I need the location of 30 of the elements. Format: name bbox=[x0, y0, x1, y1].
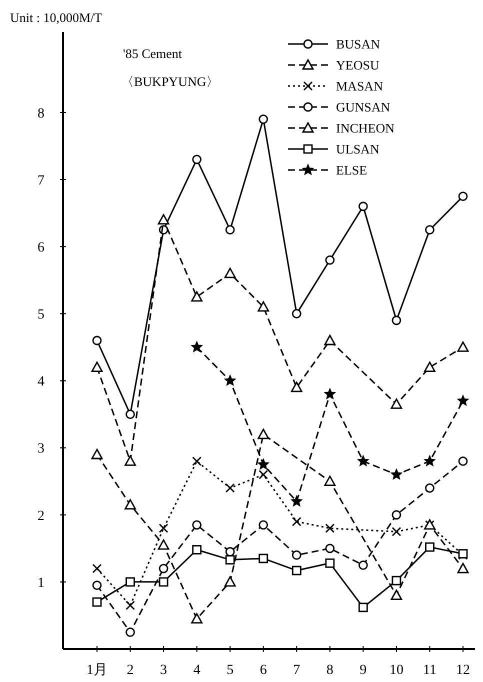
x-tick-label: 5 bbox=[226, 662, 234, 678]
x-tick-label: 11 bbox=[422, 662, 436, 678]
x-tick-label: 1月 bbox=[86, 662, 108, 678]
y-tick-label: 3 bbox=[38, 442, 44, 457]
x-tick-label: 4 bbox=[193, 662, 200, 678]
x-tick-label: 6 bbox=[260, 662, 267, 678]
x-tick-label: 2 bbox=[126, 662, 134, 678]
legend-label: BUSAN bbox=[336, 36, 381, 52]
x-tick-label: 12 bbox=[456, 662, 470, 678]
text: 〈BUKPYUNG〉 bbox=[121, 74, 220, 89]
y-axis-title: Unit : 10,000M/T bbox=[10, 10, 102, 25]
legend-label: MASAN bbox=[336, 78, 384, 94]
y-tick-label: 2 bbox=[38, 508, 44, 524]
x-tick-label: 8 bbox=[326, 662, 334, 678]
y-tick-label: 8 bbox=[38, 106, 44, 122]
legend-label: ULSAN bbox=[336, 142, 380, 157]
x-tick-label: 9 bbox=[360, 662, 367, 678]
legend-label: INCHEON bbox=[336, 120, 396, 136]
legend-label: GUNSAN bbox=[336, 100, 391, 115]
x-tick-label: 3 bbox=[160, 662, 168, 678]
y-tick-label: 7 bbox=[38, 173, 44, 188]
y-tick-label: 6 bbox=[38, 240, 44, 256]
legend-label: ELSE bbox=[336, 162, 368, 178]
y-tick-label: 4 bbox=[38, 374, 44, 390]
y-tick-label: 1 bbox=[38, 576, 44, 591]
legend-label: YEOSU bbox=[336, 58, 380, 73]
text: '85 Cement bbox=[123, 46, 182, 61]
x-tick-label: 10 bbox=[389, 662, 404, 678]
y-tick-label: 5 bbox=[38, 308, 44, 323]
x-tick-label: 7 bbox=[293, 662, 300, 678]
